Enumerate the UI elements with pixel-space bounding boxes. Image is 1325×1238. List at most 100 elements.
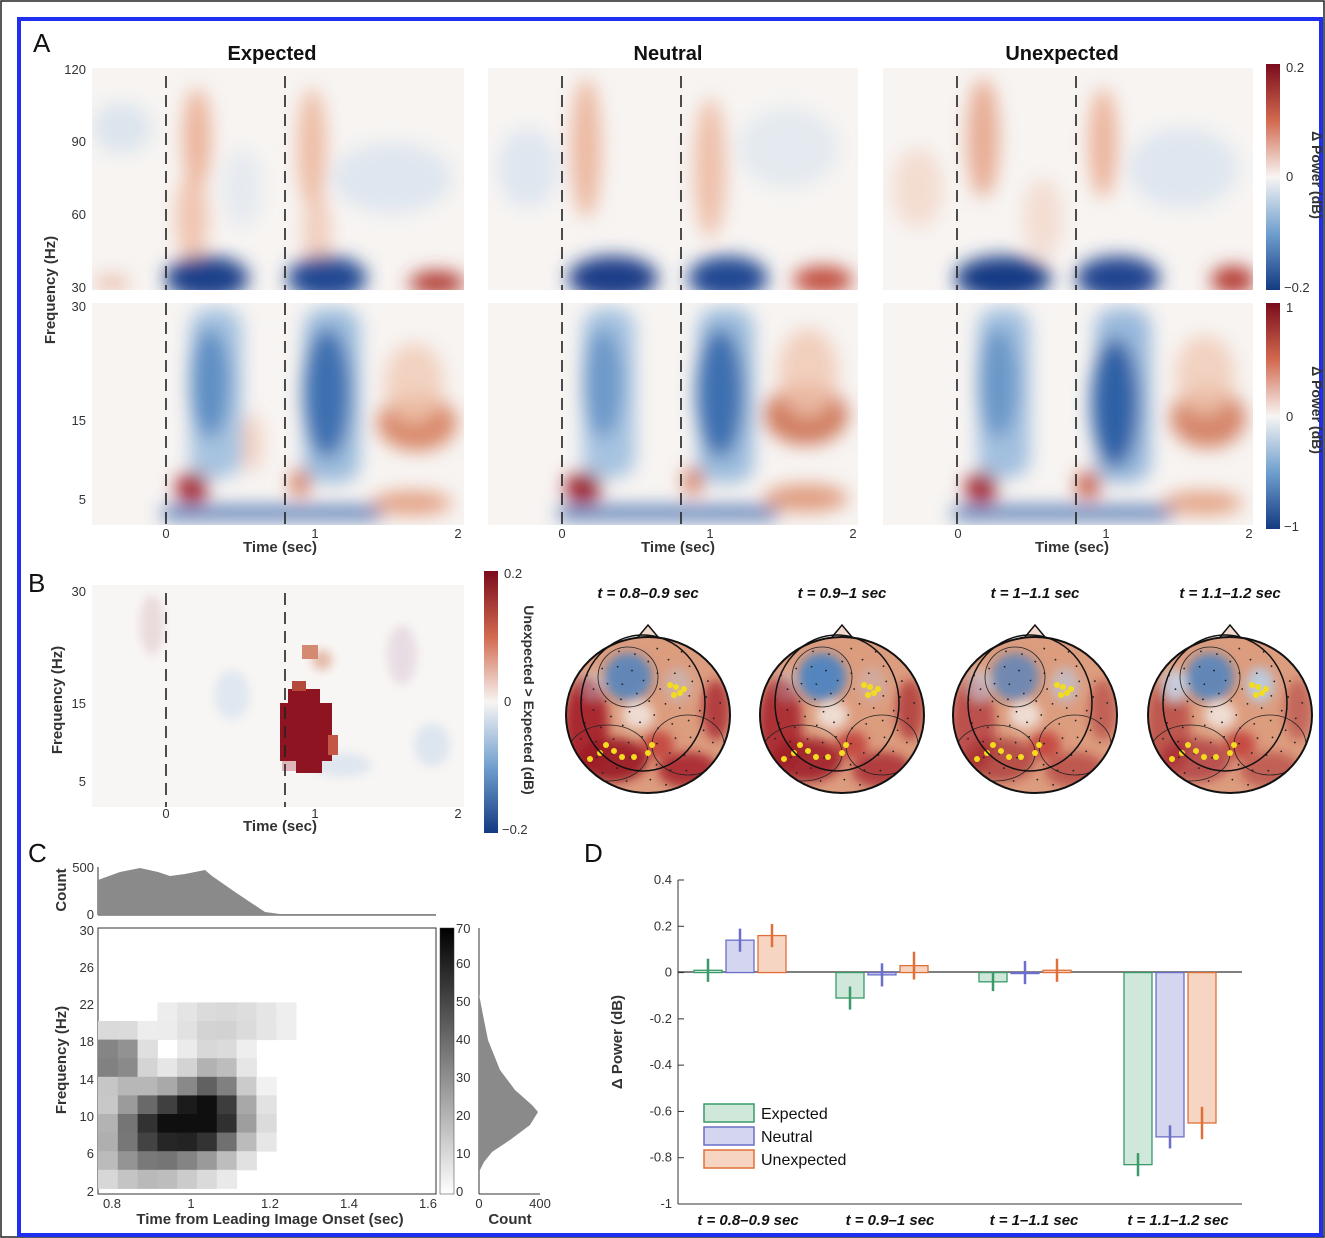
heatmap-cell (117, 1058, 139, 1078)
cbar-b-tick-mid: 0 (504, 694, 511, 709)
sensor-dot (804, 715, 806, 718)
significant-sensor (619, 754, 625, 760)
sensor-dot (673, 672, 676, 675)
heatmap-cell (236, 1151, 257, 1171)
sensor-dot (778, 721, 780, 724)
tick-b-x-0: 0 (162, 806, 169, 821)
sensor-dot (789, 756, 792, 759)
significant-sensor (1185, 742, 1191, 748)
sensor-dot (674, 737, 677, 740)
sensor-dot (1250, 752, 1253, 754)
sensor-dot (1213, 669, 1215, 672)
sensor-dot (1197, 767, 1200, 770)
sensor-dot (1194, 738, 1197, 740)
sensor-dot (795, 772, 798, 774)
sensor-dot (1284, 729, 1287, 732)
heatmap-cell (236, 1039, 257, 1059)
sensor-dot (606, 682, 609, 685)
significant-sensor (671, 692, 677, 698)
heatmap-cell (177, 1114, 198, 1134)
tick-c-side-400: 400 (529, 1196, 551, 1211)
sensor-dot (850, 647, 853, 650)
sensor-dot (1211, 756, 1213, 759)
sensor-dot (971, 721, 973, 724)
sensor-dot (858, 702, 861, 705)
sensor-dot (1061, 737, 1064, 740)
sensor-dot (879, 769, 882, 772)
sensor-dot (825, 669, 827, 672)
tick-a-y-30-low: 30 (72, 299, 86, 314)
cbar-c-tick-20: 20 (456, 1108, 470, 1123)
heatmap-cell (216, 1021, 238, 1041)
sensor-dot (656, 742, 658, 745)
tick-a3-x-1: 1 (1102, 526, 1109, 541)
sensor-dot (836, 679, 839, 682)
heatmap-cell (157, 1151, 178, 1171)
legend-swatch-neutral (703, 1126, 755, 1146)
heatmap-cell (177, 1076, 198, 1096)
heatmap-cell (137, 1132, 158, 1152)
sensor-dot (1035, 700, 1038, 702)
heatmap-cell (177, 1021, 198, 1041)
d-ytick-label: -1 (660, 1196, 672, 1211)
legend-swatch-unexpected (703, 1149, 755, 1169)
sensor-dot (1207, 780, 1210, 782)
heatmap-cell (177, 1151, 198, 1171)
significant-sensor (1253, 692, 1259, 698)
a-ylabel: Frequency (Hz) (42, 236, 59, 344)
significant-sensor (1036, 742, 1042, 748)
sensor-dot (1002, 767, 1005, 770)
sensor-dot (993, 682, 996, 685)
sensor-dot (1288, 680, 1291, 682)
colorbar-b (484, 571, 498, 833)
cbar-c-tick-60: 60 (456, 956, 470, 971)
panel-label-a: A (33, 28, 51, 58)
sensor-dot (592, 688, 595, 691)
tick-c-x-1: 1 (187, 1196, 194, 1211)
sensor-dot (982, 740, 985, 743)
sensor-dot (1072, 769, 1075, 772)
sensor-dot (991, 700, 994, 703)
legend-label-expected: Expected (761, 1106, 828, 1123)
sensor-dot (1238, 672, 1241, 675)
sensor-dot (1056, 769, 1059, 772)
sensor-dot (847, 714, 850, 716)
sensor-dot (1177, 740, 1180, 743)
sensor-dot (1052, 783, 1054, 786)
sensor-dot (809, 767, 812, 770)
sensor-dot (702, 729, 705, 732)
sensor-dot (1093, 680, 1096, 682)
sensor-dot (1005, 650, 1007, 653)
sensor-dot (1209, 741, 1212, 744)
sensor-dot (657, 727, 659, 730)
panel-b: 30 15 5 Frequency (Hz) 0 1 2 Time (sec) … (49, 566, 1313, 837)
tick-c-y-30: 30 (80, 923, 94, 938)
tick-a2-x-2: 2 (849, 526, 856, 541)
heatmap-cell (117, 1132, 139, 1152)
sensor-dot (850, 742, 852, 745)
sensor-dot (706, 680, 709, 682)
sensor-dot (1022, 692, 1025, 695)
d-ytick-label: 0 (665, 965, 672, 980)
topomap-4 (1147, 623, 1313, 794)
heatmap-cell (216, 1039, 238, 1059)
sensor-dot (1235, 714, 1238, 716)
topo-title-2: t = 0.9–1 sec (798, 585, 887, 602)
sensor-dot (862, 752, 865, 754)
tick-a-y-120: 120 (64, 62, 86, 77)
sensor-dot (1231, 778, 1234, 781)
sensor-dot (665, 783, 667, 786)
heatmap-cell (256, 1002, 277, 1022)
sensor-dot (1051, 702, 1054, 705)
heatmap-cell (177, 1169, 198, 1189)
sensor-dot (668, 752, 671, 754)
d-ytick-label: -0.8 (650, 1150, 672, 1165)
tick-a2-x-1: 1 (706, 526, 713, 541)
head-outline (565, 636, 731, 794)
sensor-dot (853, 688, 856, 690)
sensor-dot (1065, 707, 1068, 709)
panel-label-b: B (28, 568, 45, 598)
sensor-dot (642, 679, 645, 682)
significant-sensor (867, 684, 873, 690)
sensor-dot (639, 721, 641, 724)
